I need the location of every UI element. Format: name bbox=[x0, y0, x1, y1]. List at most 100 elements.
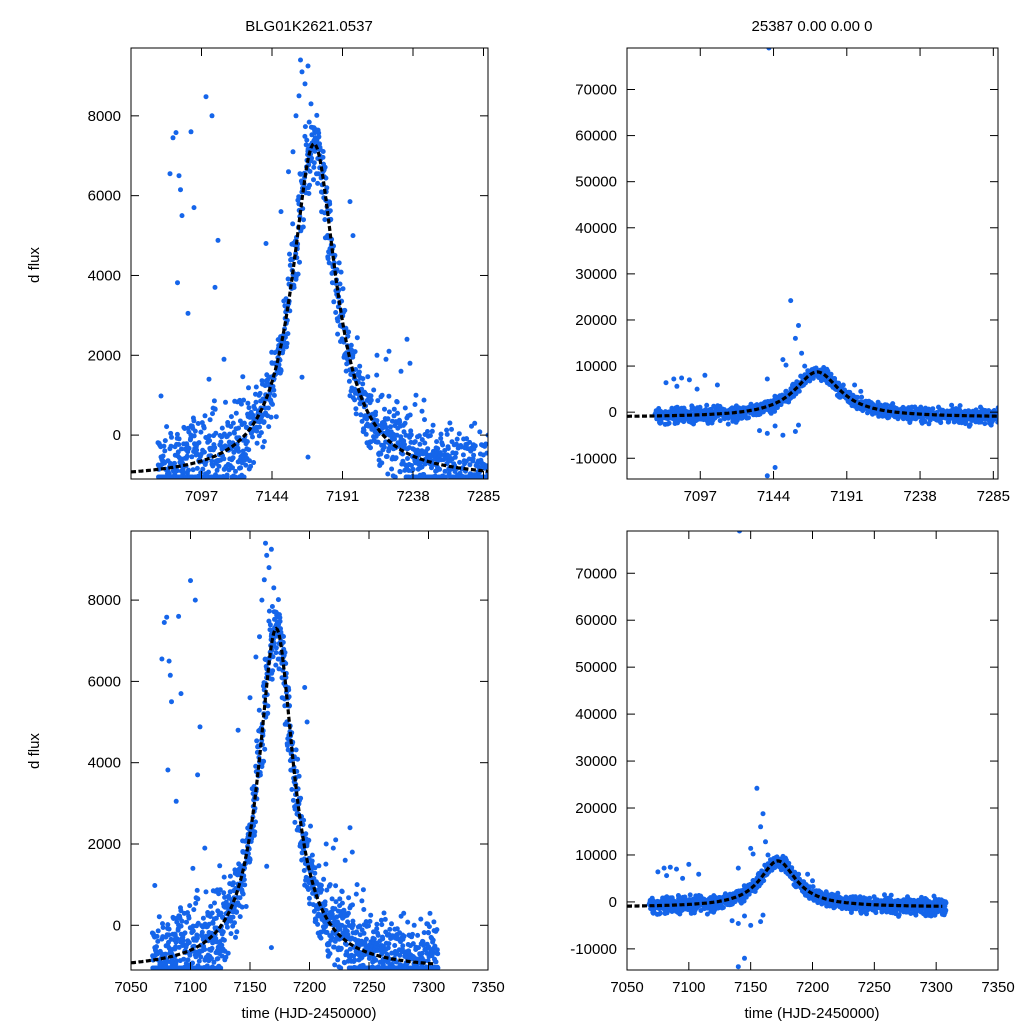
data-point bbox=[281, 634, 286, 639]
data-point bbox=[408, 432, 414, 438]
panel-bottom-right: -100000100002000030000400005000060000700… bbox=[570, 530, 1015, 996]
data-point bbox=[178, 908, 184, 914]
data-point bbox=[266, 608, 272, 614]
data-point bbox=[426, 924, 432, 930]
data-point bbox=[241, 397, 247, 403]
data-point bbox=[413, 392, 419, 398]
data-point bbox=[179, 213, 185, 219]
data-point bbox=[221, 937, 227, 943]
data-point bbox=[245, 400, 251, 406]
data-point bbox=[982, 421, 988, 427]
data-point bbox=[213, 430, 219, 436]
data-point bbox=[365, 374, 371, 380]
data-point bbox=[682, 894, 688, 900]
data-point bbox=[159, 656, 165, 662]
data-point bbox=[388, 424, 393, 430]
data-point bbox=[169, 699, 174, 705]
data-points bbox=[149, 540, 441, 970]
data-point bbox=[237, 914, 243, 920]
data-point bbox=[267, 622, 273, 628]
data-point bbox=[155, 938, 161, 944]
data-point bbox=[337, 926, 343, 932]
data-point bbox=[453, 441, 459, 447]
data-point bbox=[210, 411, 215, 417]
data-point bbox=[287, 251, 292, 257]
data-point bbox=[278, 368, 284, 374]
data-point bbox=[484, 450, 488, 456]
data-point bbox=[298, 795, 304, 801]
data-point bbox=[327, 882, 333, 888]
x-tick-label: 7100 bbox=[174, 979, 207, 996]
data-point bbox=[237, 895, 243, 901]
y-tick-label: 0 bbox=[609, 404, 617, 421]
data-point bbox=[201, 425, 207, 431]
data-point bbox=[318, 935, 324, 941]
data-point bbox=[293, 747, 299, 753]
data-point bbox=[218, 910, 224, 916]
data-point bbox=[999, 413, 1004, 418]
y-tick-label: 0 bbox=[113, 917, 121, 934]
data-point bbox=[855, 394, 861, 400]
data-point bbox=[264, 863, 270, 869]
data-point bbox=[484, 464, 488, 469]
data-point bbox=[223, 399, 228, 405]
data-point bbox=[311, 177, 316, 183]
data-point bbox=[457, 459, 463, 465]
data-point bbox=[374, 372, 380, 378]
data-point bbox=[398, 368, 404, 374]
data-point bbox=[714, 382, 720, 388]
data-point bbox=[663, 380, 669, 386]
data-point bbox=[190, 960, 195, 966]
data-point bbox=[309, 858, 315, 864]
data-point bbox=[238, 401, 244, 407]
data-point bbox=[315, 921, 321, 927]
data-point bbox=[312, 865, 318, 871]
data-point bbox=[368, 397, 374, 403]
data-point bbox=[348, 342, 354, 348]
data-point bbox=[387, 926, 393, 932]
data-point bbox=[329, 896, 335, 902]
data-point bbox=[220, 929, 226, 935]
data-point bbox=[395, 410, 400, 416]
data-point bbox=[216, 891, 222, 897]
data-point bbox=[319, 887, 325, 893]
data-point bbox=[416, 945, 421, 951]
data-point bbox=[253, 384, 259, 390]
data-point bbox=[259, 413, 265, 419]
data-point bbox=[303, 142, 309, 148]
data-point bbox=[241, 420, 247, 426]
data-point bbox=[178, 187, 183, 193]
data-point bbox=[262, 383, 268, 389]
data-point bbox=[999, 408, 1004, 413]
data-point bbox=[469, 423, 474, 429]
data-point bbox=[194, 451, 200, 457]
data-point bbox=[437, 450, 443, 456]
x-tick-label: 7144 bbox=[255, 488, 288, 505]
data-point bbox=[353, 891, 359, 897]
data-point bbox=[160, 921, 165, 927]
data-point bbox=[772, 423, 778, 429]
data-point bbox=[244, 424, 250, 430]
data-point bbox=[341, 909, 347, 915]
data-point bbox=[783, 362, 789, 368]
y-tick-label: 6000 bbox=[88, 188, 121, 205]
data-point bbox=[232, 920, 237, 926]
data-point bbox=[381, 910, 387, 916]
data-point bbox=[400, 943, 406, 949]
data-point bbox=[268, 414, 274, 420]
data-point bbox=[298, 57, 303, 63]
data-point bbox=[234, 909, 240, 915]
data-point bbox=[295, 756, 301, 762]
data-point bbox=[165, 922, 171, 928]
data-point bbox=[780, 357, 786, 363]
data-point bbox=[218, 439, 224, 445]
data-point bbox=[158, 393, 164, 399]
data-point bbox=[247, 695, 253, 701]
data-point bbox=[374, 921, 380, 927]
data-point bbox=[350, 918, 356, 924]
data-point bbox=[379, 392, 385, 398]
data-point bbox=[427, 910, 433, 916]
data-point bbox=[156, 914, 162, 920]
data-point bbox=[394, 926, 400, 932]
